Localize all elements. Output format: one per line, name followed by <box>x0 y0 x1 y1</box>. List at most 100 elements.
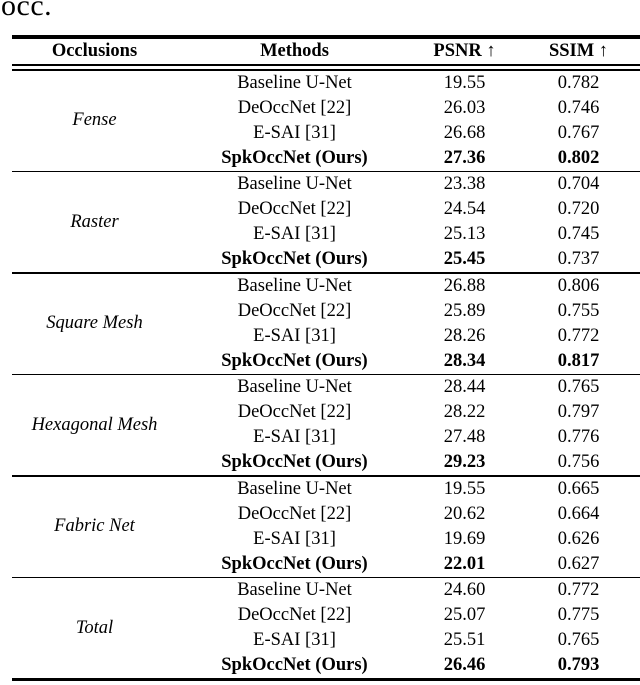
method-cell: DeOccNet [22] <box>237 402 352 423</box>
occlusion-label: Total <box>75 617 114 638</box>
method-cell: SpkOccNet (Ours) <box>221 147 368 168</box>
occlusion-label: Square Mesh <box>46 313 143 334</box>
occlusion-group-raster: Raster Baseline U-Net 23.38 0.704 DeOccN… <box>12 172 640 272</box>
method-cell: DeOccNet [22] <box>237 605 352 626</box>
method-cell: SpkOccNet (Ours) <box>221 350 368 371</box>
col-header-occlusions: Occlusions <box>51 40 138 61</box>
ssim-cell: 0.626 <box>557 528 600 549</box>
ssim-cell: 0.793 <box>557 655 600 676</box>
ssim-cell: 0.746 <box>557 97 600 118</box>
psnr-cell: 27.36 <box>443 147 486 168</box>
psnr-cell: 20.62 <box>443 503 486 524</box>
psnr-cell: 26.46 <box>443 655 486 676</box>
psnr-cell: 23.38 <box>443 174 486 195</box>
ssim-cell: 0.745 <box>557 224 600 245</box>
group-separator-rule <box>12 272 640 274</box>
psnr-cell: 26.68 <box>443 122 486 143</box>
psnr-cell: 25.51 <box>443 630 486 651</box>
col-header-ssim: SSIM ↑ <box>548 40 609 61</box>
header-double-rule <box>12 63 640 71</box>
method-cell: Baseline U-Net <box>237 377 352 398</box>
occlusion-group-hexagonal-mesh: Hexagonal Mesh Baseline U-Net 28.44 0.76… <box>12 375 640 475</box>
ssim-cell: 0.772 <box>557 325 600 346</box>
occlusion-group-total: Total Baseline U-Net 24.60 0.772 DeOccNe… <box>12 578 640 678</box>
occlusion-group-fabric-net: Fabric Net Baseline U-Net 19.55 0.665 De… <box>12 477 640 577</box>
psnr-cell: 26.88 <box>443 275 486 296</box>
occlusion-label: Fense <box>72 110 117 130</box>
method-cell: Baseline U-Net <box>237 580 352 601</box>
caption-fragment: occ. <box>1 0 53 22</box>
psnr-cell: 19.55 <box>443 72 486 93</box>
ssim-cell: 0.664 <box>557 503 600 524</box>
ssim-cell: 0.765 <box>557 630 600 651</box>
method-cell: E-SAI [31] <box>253 122 336 143</box>
group-separator-rule <box>12 373 640 376</box>
ssim-cell: 0.755 <box>557 300 600 321</box>
psnr-cell: 24.60 <box>443 580 486 601</box>
results-table: Occlusions Methods PSNR ↑ SSIM ↑ Fense B… <box>12 35 640 681</box>
method-cell: DeOccNet [22] <box>237 199 352 220</box>
ssim-cell: 0.737 <box>557 249 600 270</box>
occlusion-group-square-mesh: Square Mesh Baseline U-Net 26.88 0.806 D… <box>12 274 640 374</box>
occlusion-group-fense: Fense Baseline U-Net 19.55 0.782 DeOccNe… <box>12 71 640 171</box>
method-cell: E-SAI [31] <box>253 427 336 448</box>
ssim-cell: 0.772 <box>557 580 600 601</box>
psnr-cell: 25.45 <box>443 249 486 270</box>
method-cell: E-SAI [31] <box>253 528 336 549</box>
table-bottom-rule <box>12 678 640 681</box>
psnr-cell: 25.13 <box>443 224 486 245</box>
group-separator-rule <box>12 475 640 477</box>
method-cell: Baseline U-Net <box>237 275 352 296</box>
psnr-cell: 24.54 <box>443 199 486 220</box>
psnr-cell: 22.01 <box>443 553 486 574</box>
ssim-cell: 0.782 <box>557 72 600 93</box>
ssim-cell: 0.797 <box>557 402 600 423</box>
psnr-cell: 19.55 <box>443 478 486 499</box>
ssim-cell: 0.817 <box>557 350 600 371</box>
occlusion-label: Fabric Net <box>54 516 135 537</box>
group-separator-rule <box>12 576 640 579</box>
table-top-rule <box>12 35 640 39</box>
method-cell: Baseline U-Net <box>237 174 352 195</box>
psnr-cell: 28.44 <box>443 377 486 398</box>
ssim-cell: 0.704 <box>557 174 600 195</box>
method-cell: SpkOccNet (Ours) <box>221 452 368 473</box>
occlusion-label: Raster <box>70 211 119 232</box>
method-cell: E-SAI [31] <box>253 325 336 346</box>
ssim-cell: 0.802 <box>557 147 600 168</box>
method-cell: E-SAI [31] <box>253 224 336 245</box>
ssim-cell: 0.627 <box>557 553 600 574</box>
psnr-cell: 28.26 <box>443 325 486 346</box>
method-cell: SpkOccNet (Ours) <box>221 655 368 676</box>
psnr-cell: 28.22 <box>443 402 486 423</box>
ssim-cell: 0.720 <box>557 199 600 220</box>
col-header-psnr: PSNR ↑ <box>433 40 496 61</box>
method-cell: Baseline U-Net <box>237 72 352 93</box>
table-header-row: Occlusions Methods PSNR ↑ SSIM ↑ <box>12 39 640 64</box>
psnr-cell: 25.07 <box>443 605 486 626</box>
method-cell: DeOccNet [22] <box>237 503 352 524</box>
psnr-cell: 28.34 <box>443 350 486 371</box>
ssim-cell: 0.665 <box>557 478 600 499</box>
method-cell: DeOccNet [22] <box>237 300 352 321</box>
ssim-cell: 0.767 <box>557 122 600 143</box>
method-cell: SpkOccNet (Ours) <box>221 249 368 270</box>
psnr-cell: 19.69 <box>443 528 486 549</box>
psnr-cell: 26.03 <box>443 97 486 118</box>
ssim-cell: 0.775 <box>557 605 600 626</box>
ssim-cell: 0.776 <box>557 427 600 448</box>
psnr-cell: 29.23 <box>443 452 486 473</box>
col-header-methods: Methods <box>260 40 329 61</box>
psnr-cell: 25.89 <box>443 300 486 321</box>
method-cell: Baseline U-Net <box>237 478 352 499</box>
ssim-cell: 0.806 <box>557 275 600 296</box>
ssim-cell: 0.765 <box>557 377 600 398</box>
ssim-cell: 0.756 <box>557 452 600 473</box>
occlusion-label: Hexagonal Mesh <box>31 414 158 435</box>
method-cell: E-SAI [31] <box>253 630 336 651</box>
group-separator-rule <box>12 170 640 173</box>
method-cell: SpkOccNet (Ours) <box>221 553 368 574</box>
method-cell: DeOccNet [22] <box>237 97 352 118</box>
psnr-cell: 27.48 <box>443 427 486 448</box>
